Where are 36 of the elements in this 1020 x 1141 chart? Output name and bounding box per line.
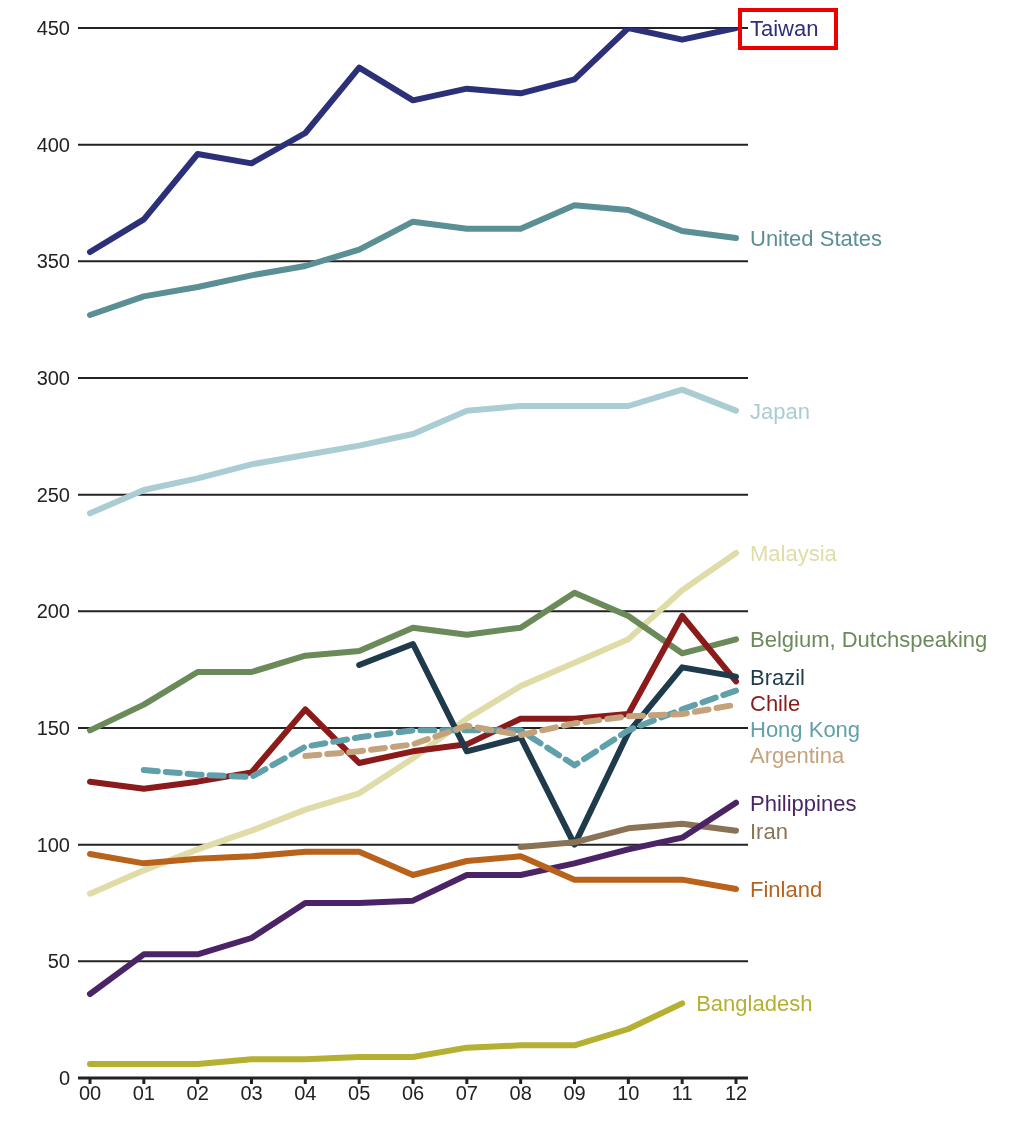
x-tick-label: 07 [455,1082,478,1105]
y-tick-label: 250 [36,483,70,506]
x-tick-label: 11 [671,1082,693,1105]
y-tick-label: 300 [36,367,70,390]
y-tick-label: 350 [36,250,70,273]
series-label: Belgium, Dutchspeaking [750,627,988,653]
x-tick-label: 02 [186,1082,209,1105]
x-tick-label: 04 [294,1082,317,1105]
y-tick-label: 200 [36,600,70,623]
series-label: United States [750,226,883,251]
series-label: Philippines [750,790,857,816]
y-tick-label: 0 [58,1067,70,1090]
x-tick-label: 12 [724,1082,748,1105]
x-tick-label: 09 [563,1082,586,1105]
x-tick-label: 00 [78,1082,102,1105]
series-label: Finland [750,877,823,902]
series-label: Bangladesh [696,991,813,1017]
y-tick-label: 450 [36,17,70,40]
x-tick-label: 10 [617,1082,640,1105]
series-label: Chile [750,690,801,716]
series-label: Argentina [750,742,845,768]
y-tick-label: 50 [47,950,70,973]
y-tick-label: 100 [36,833,70,856]
series-label: Brazil [750,664,806,690]
series-label: Japan [750,398,810,424]
x-tick-label: 08 [509,1082,532,1105]
series-label: Taiwan [750,16,819,41]
x-tick-label: 01 [132,1082,155,1105]
y-tick-label: 400 [36,133,70,156]
x-tick-label: 06 [401,1082,425,1105]
y-tick-label: 150 [36,717,70,740]
x-tick-label: 03 [240,1082,263,1105]
series-label: Iran [750,818,788,844]
series-label: Malaysia [750,541,838,566]
x-tick-label: 05 [348,1082,371,1105]
series-label: Hong Kong [750,716,861,742]
